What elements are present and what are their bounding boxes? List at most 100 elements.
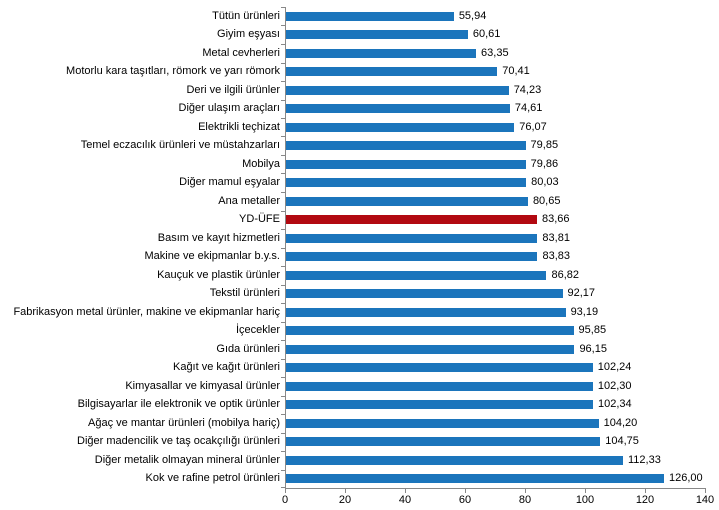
x-axis-tick-label: 80	[518, 494, 532, 506]
value-label: 55,94	[458, 9, 487, 22]
y-axis-tick	[281, 62, 285, 64]
bar-row: 86,82	[286, 266, 706, 285]
bar-row: 74,61	[286, 100, 706, 119]
value-label: 102,34	[598, 398, 632, 411]
value-label: 60,61	[472, 28, 501, 41]
value-label: 112,33	[627, 453, 661, 466]
x-axis-tick	[345, 489, 346, 493]
category-label: Diğer ulaşım araçları	[178, 102, 280, 115]
y-axis-tick	[281, 43, 285, 45]
data-bar	[286, 344, 575, 354]
bar-row: 104,20	[286, 414, 706, 433]
value-label: 102,24	[597, 361, 632, 374]
value-label: 83,66	[541, 213, 570, 226]
data-bar	[286, 437, 601, 447]
category-label: Makine ve ekipmanlar b.y.s.	[144, 250, 280, 263]
bar-row: 70,41	[286, 63, 706, 82]
y-axis-tick	[281, 451, 285, 452]
value-label: 79,85	[530, 139, 559, 152]
category-label: Gıda ürünleri	[216, 342, 280, 355]
category-label: İçecekler	[235, 324, 280, 337]
bar-row: 102,30	[286, 377, 706, 396]
value-label: 96,15	[579, 342, 607, 355]
bar-row: 102,34	[286, 396, 706, 415]
x-axis-tick-label: 20	[338, 494, 352, 506]
bar-row: 112,33	[286, 451, 706, 470]
bar-row: 95,85	[286, 322, 706, 341]
data-bar	[286, 104, 510, 114]
x-axis-tick	[405, 489, 406, 493]
y-axis-tick	[281, 339, 285, 341]
bar-row: 79,85	[286, 137, 706, 156]
bar-row: 74,23	[286, 81, 706, 100]
highlight-bar	[286, 215, 537, 225]
y-axis-tick	[281, 395, 285, 397]
bar-row: 83,83	[286, 248, 706, 267]
x-axis-line	[285, 488, 706, 489]
bar-row: 76,07	[286, 118, 706, 137]
x-axis-tick	[645, 489, 646, 493]
data-bar	[286, 48, 477, 58]
y-axis-tick	[281, 210, 285, 212]
data-bar	[286, 141, 526, 151]
category-label: Mobilya	[242, 157, 280, 170]
category-label: Fabrikasyon metal ürünler, makine ve eki…	[13, 305, 280, 318]
value-label: 93,19	[570, 305, 599, 318]
category-label: Ana metaller	[218, 194, 280, 207]
value-label: 83,81	[542, 231, 570, 244]
category-label: Giyim eşyası	[217, 28, 280, 41]
value-label: 92,17	[567, 287, 596, 300]
x-axis-tick	[705, 489, 706, 493]
value-label: 80,65	[532, 194, 561, 207]
y-axis-tick	[281, 265, 285, 267]
category-label: Tekstil ürünleri	[209, 287, 280, 300]
bar-row: 80,03	[286, 174, 706, 193]
bar-row: 93,19	[286, 303, 706, 322]
data-bar	[286, 252, 538, 262]
data-bar	[286, 381, 593, 391]
value-label: 80,03	[531, 176, 559, 189]
bar-rows: 55,94 60,61 63,35 70,41 74,23 74,61 76,07 79,85…	[286, 7, 706, 488]
y-axis-tick	[281, 118, 285, 119]
bar-row: 79,86	[286, 155, 706, 174]
x-axis-tick-label: 140	[695, 494, 715, 506]
category-label: Elektrikli teçhizat	[198, 120, 280, 133]
data-bar	[286, 270, 547, 280]
data-bar	[286, 67, 498, 77]
value-label: 74,23	[513, 83, 542, 96]
data-bar	[286, 363, 593, 373]
category-label: Ağaç ve mantar ürünleri (mobilya hariç)	[88, 416, 280, 429]
y-axis-tick	[281, 377, 285, 378]
bar-row: 104,75	[286, 433, 706, 452]
data-bar	[286, 400, 594, 410]
value-label: 79,86	[530, 157, 559, 170]
y-axis-tick	[281, 284, 285, 286]
category-label: Diğer metalik olmayan mineral ürünler	[94, 453, 280, 466]
category-label: Motorlu kara taşıtları, römork ve yarı r…	[66, 65, 280, 78]
x-axis-tick	[585, 489, 586, 493]
data-bar	[286, 178, 527, 188]
category-axis: Tütün ürünleri Giyim eşyası Metal cevherle…	[0, 7, 280, 488]
value-label: 95,85	[578, 324, 607, 337]
category-label: Kağıt ve kağıt ürünleri	[172, 361, 280, 374]
data-bar	[286, 85, 509, 95]
bar-row: 96,15	[286, 340, 706, 359]
category-label: Deri ve ilgili ürünler	[186, 83, 280, 96]
category-label: Diğer madencilik ve taş ocakçılığı ürünl…	[77, 435, 280, 448]
y-axis-tick	[281, 321, 285, 323]
value-label: 126,00	[669, 472, 703, 485]
data-bar	[286, 418, 599, 428]
data-bar	[286, 30, 468, 40]
x-axis-tick	[525, 489, 526, 493]
bar-row: 63,35	[286, 44, 706, 63]
y-axis-tick	[281, 80, 285, 82]
data-bar	[286, 307, 566, 317]
category-label: Basım ve kayıt hizmetleri	[157, 231, 280, 244]
value-label: 63,35	[481, 46, 509, 59]
data-bar	[286, 122, 515, 132]
y-axis-tick	[281, 358, 285, 360]
category-label: YD-ÜFE	[239, 213, 280, 226]
bar-row: 83,81	[286, 229, 706, 248]
value-label: 104,20	[603, 416, 638, 429]
